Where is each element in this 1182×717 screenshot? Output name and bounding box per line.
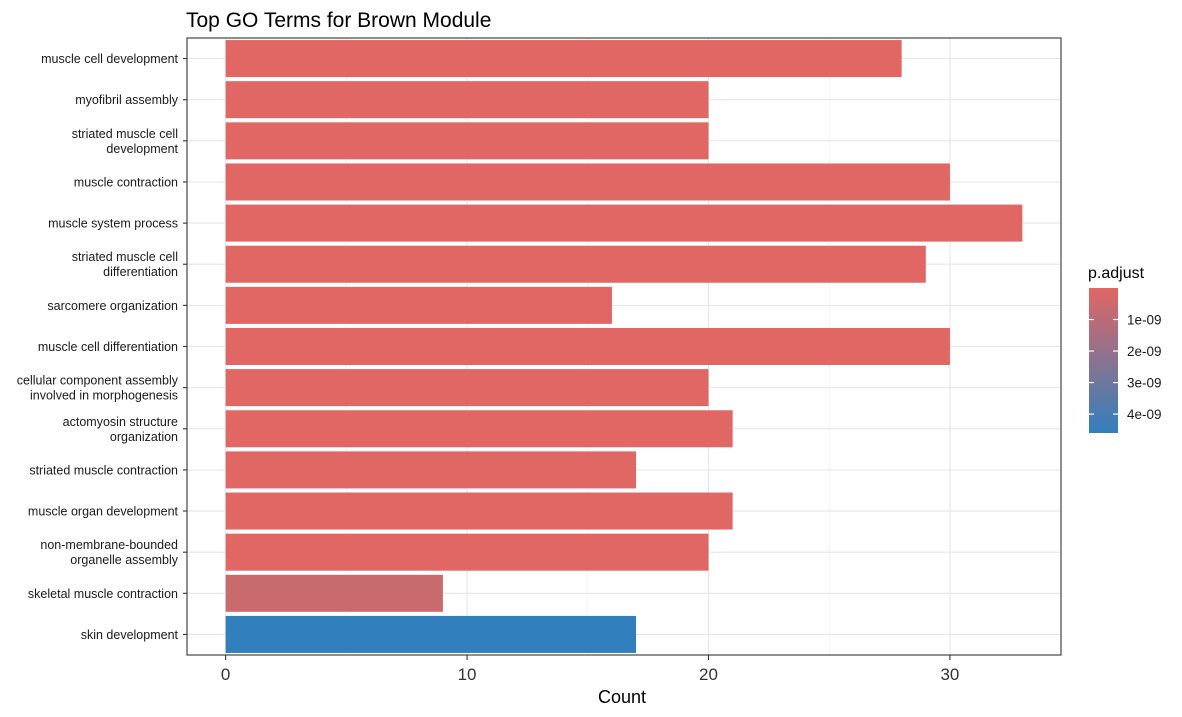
- legend-title: p.adjust: [1088, 265, 1145, 282]
- category-label-13: skeletal muscle contraction: [28, 587, 178, 601]
- bar-3: [225, 163, 950, 201]
- bar-4: [225, 204, 1023, 242]
- legend-tick-label-1: 2e-09: [1127, 344, 1162, 359]
- x-tick-label-1: 10: [458, 665, 477, 684]
- bars: [225, 40, 1023, 653]
- category-label-5: striated muscle cell differentiation: [72, 250, 178, 279]
- category-label-1: myofibril assembly: [75, 93, 179, 107]
- legend-tick-label-2: 3e-09: [1127, 376, 1162, 391]
- category-label-11: muscle organ development: [28, 505, 179, 519]
- bar-1: [225, 81, 709, 119]
- category-label-6: sarcomere organization: [47, 299, 178, 313]
- bar-14: [225, 615, 637, 653]
- bar-7: [225, 327, 950, 366]
- x-axis-ticks: 0 10 20 30: [221, 655, 959, 684]
- bar-10: [225, 451, 637, 489]
- category-label-3: muscle contraction: [74, 175, 178, 189]
- legend: p.adjust 1e-09 2e-09 3e-09 4e-09: [1088, 265, 1162, 433]
- x-tick-label-2: 20: [699, 665, 718, 684]
- legend-tick-label-0: 1e-09: [1127, 313, 1162, 328]
- legend-ticks: 1e-09 2e-09 3e-09 4e-09: [1089, 313, 1162, 422]
- category-label-8: cellular component assembly involved in m…: [17, 374, 179, 403]
- legend-tick-label-3: 4e-09: [1127, 407, 1162, 422]
- bar-9: [225, 410, 733, 448]
- bar-12: [225, 533, 709, 571]
- category-label-14: skin development: [81, 628, 179, 642]
- x-tick-label-3: 30: [940, 665, 959, 684]
- category-label-12: non-membrane-bounded organelle assembly: [40, 538, 178, 567]
- bar-2: [225, 122, 709, 160]
- legend-colorbar: [1089, 288, 1118, 433]
- bar-11: [225, 492, 733, 530]
- chart-title: Top GO Terms for Brown Module: [186, 9, 491, 32]
- x-tick-label-0: 0: [221, 665, 230, 684]
- category-label-0: muscle cell development: [41, 52, 178, 66]
- bar-5: [225, 245, 926, 283]
- category-label-7: muscle cell differentiation: [38, 340, 178, 354]
- bar-0: [225, 40, 902, 78]
- category-labels: muscle cell development myofibril assembl…: [17, 52, 187, 642]
- category-label-10: striated muscle contraction: [29, 463, 178, 477]
- bar-13: [225, 574, 443, 612]
- bar-6: [225, 286, 612, 324]
- category-label-2: striated muscle cell development: [72, 127, 179, 156]
- bar-8: [225, 369, 709, 407]
- category-label-4: muscle system process: [48, 217, 178, 231]
- x-axis-title: Count: [598, 687, 646, 707]
- category-label-9: actomyosin structure organization: [63, 415, 178, 444]
